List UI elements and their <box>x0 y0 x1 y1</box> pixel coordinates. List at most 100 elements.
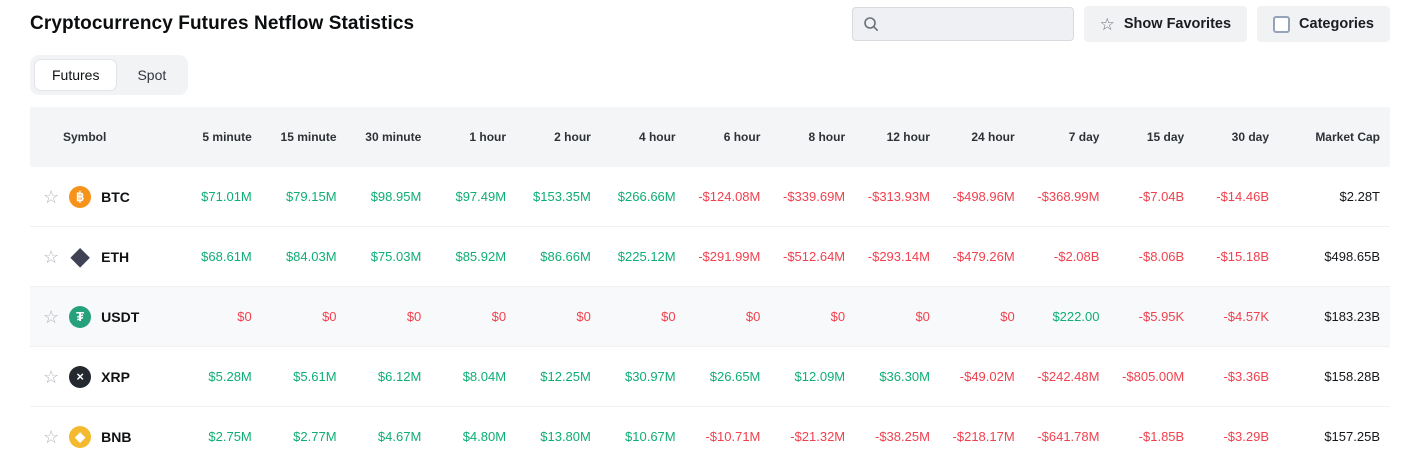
column-header[interactable]: 30 day <box>1231 130 1269 144</box>
topbar: Cryptocurrency Futures Netflow Statistic… <box>0 0 1412 42</box>
netflow-value: -$124.08M <box>698 189 761 204</box>
netflow-value: -$3.29B <box>1223 429 1269 444</box>
netflow-value: $0 <box>406 309 422 324</box>
netflow-value: $2.77M <box>293 429 337 444</box>
netflow-value: $8.04M <box>462 369 507 384</box>
symbol-label[interactable]: USDT <box>101 308 140 325</box>
symbol-cell: ☆ ฿ BTC <box>30 185 180 208</box>
netflow-value: $153.35M <box>533 189 591 204</box>
netflow-value: $266.66M <box>617 189 676 204</box>
column-header[interactable]: 2 hour <box>554 130 591 144</box>
netflow-value: $79.15M <box>285 189 337 204</box>
netflow-value: -$512.64M <box>782 249 846 264</box>
netflow-value: $0 <box>661 309 676 324</box>
table-row[interactable]: ☆ ◆ ETH $68.61M $84.03M $75.03M $85.92M $86.66M… <box>30 227 1390 287</box>
favorite-star-icon[interactable]: ☆ <box>43 426 60 447</box>
netflow-value: $86.66M <box>540 249 591 264</box>
netflow-value: $0 <box>1000 309 1015 324</box>
favorite-star-icon[interactable]: ☆ <box>43 366 60 387</box>
page-title: Cryptocurrency Futures Netflow Statistic… <box>30 13 415 34</box>
show-favorites-button[interactable]: ☆ Show Favorites <box>1083 6 1248 42</box>
symbol-label[interactable]: ETH <box>101 248 130 265</box>
favorites-star-icon: ☆ <box>1099 14 1115 34</box>
tab-spot[interactable]: Spot <box>119 59 184 91</box>
column-header[interactable]: 1 hour <box>469 130 507 144</box>
table-row[interactable]: ☆ ฿ BTC $71.01M $79.15M $98.95M $97.49M $153.35… <box>30 167 1390 227</box>
netflow-value: $10.67M <box>625 429 676 444</box>
favorite-star-icon[interactable]: ☆ <box>43 306 60 327</box>
search-input[interactable] <box>886 16 1063 32</box>
netflow-value: -$5.95K <box>1138 309 1185 324</box>
column-header[interactable]: 7 day <box>1068 130 1100 144</box>
column-header[interactable]: 24 hour <box>971 130 1015 144</box>
netflow-value: $75.03M <box>370 249 422 264</box>
netflow-value: $36.30M <box>879 369 930 384</box>
table-header-row: Symbol 5 minute 15 minute 30 minute 1 hour 2 … <box>30 107 1390 167</box>
favorite-star-icon[interactable]: ☆ <box>43 246 60 267</box>
column-header[interactable]: 15 minute <box>280 130 337 144</box>
netflow-value: $97.49M <box>455 189 507 204</box>
categories-label: Categories <box>1299 16 1374 32</box>
netflow-value: -$21.32M <box>790 429 846 444</box>
favorite-star-icon[interactable]: ☆ <box>43 186 60 207</box>
netflow-value: -$1.85B <box>1138 429 1185 444</box>
search-icon <box>863 17 878 31</box>
netflow-table: Symbol 5 minute 15 minute 30 minute 1 hour 2 … <box>30 107 1390 451</box>
netflow-value: $30.97M <box>625 369 676 384</box>
column-header[interactable]: 4 hour <box>638 130 676 144</box>
column-header[interactable]: 6 hour <box>723 130 761 144</box>
netflow-value: -$805.00M <box>1122 369 1185 384</box>
symbol-label[interactable]: BTC <box>101 188 130 205</box>
netflow-value: $222.00 <box>1052 309 1100 324</box>
netflow-value: $0 <box>576 309 591 324</box>
table-row[interactable]: ☆ × XRP $5.28M $5.61M $6.12M $8.04M $12.25M $30.… <box>30 347 1390 407</box>
tab-group: Futures Spot <box>30 55 189 95</box>
categories-button[interactable]: Categories <box>1257 6 1390 42</box>
column-header[interactable]: Market Cap <box>1315 130 1380 144</box>
netflow-value: $0 <box>830 309 846 324</box>
netflow-value: -$479.26M <box>952 249 1015 264</box>
netflow-value: $4.80M <box>462 429 507 444</box>
netflow-value: $225.12M <box>617 249 676 264</box>
netflow-value: -$7.04B <box>1138 189 1185 204</box>
netflow-value: $4.67M <box>377 429 422 444</box>
xrp-coin-icon: × <box>69 365 92 388</box>
search-box[interactable] <box>851 7 1074 41</box>
market-cap-value: $498.65B <box>1324 249 1380 264</box>
netflow-value: $84.03M <box>285 249 337 264</box>
bnb-coin-icon: ◆ <box>69 425 92 448</box>
netflow-value: -$498.96M <box>952 189 1015 204</box>
table-row[interactable]: ☆ ₮ USDT $0 $0 $0 $0 $0 $0 $0 $0 $0 $0 $222.00 -$5.95K… <box>30 287 1390 347</box>
column-header[interactable]: 30 minute <box>365 130 422 144</box>
column-header[interactable]: 5 minute <box>202 130 252 144</box>
column-header[interactable]: 12 hour <box>886 130 930 144</box>
table-row[interactable]: ☆ ◆ BNB $2.75M $2.77M $4.67M $4.80M $13.80M $10.… <box>30 407 1390 451</box>
market-cap-value: $158.28B <box>1324 369 1380 384</box>
netflow-value: -$14.46B <box>1216 189 1269 204</box>
symbol-label[interactable]: BNB <box>101 428 132 445</box>
netflow-value: -$641.78M <box>1037 429 1100 444</box>
netflow-value: $0 <box>745 309 761 324</box>
netflow-value: $71.01M <box>201 189 252 204</box>
tab-futures[interactable]: Futures <box>34 59 118 91</box>
eth-coin-icon: ◆ <box>70 242 90 270</box>
netflow-value: $13.80M <box>540 429 591 444</box>
netflow-value: -$368.99M <box>1037 189 1100 204</box>
netflow-value: $2.75M <box>208 429 252 444</box>
netflow-value: -$38.25M <box>875 429 930 444</box>
market-cap-value: $2.28T <box>1339 189 1380 204</box>
netflow-value: $0 <box>322 309 337 324</box>
column-header[interactable]: Symbol <box>63 130 107 144</box>
netflow-value: -$313.93M <box>867 189 930 204</box>
netflow-value: -$2.08B <box>1053 249 1100 264</box>
netflow-value: -$242.48M <box>1037 369 1100 384</box>
column-header[interactable]: 8 hour <box>808 130 846 144</box>
netflow-value: -$291.99M <box>698 249 761 264</box>
netflow-value: $26.65M <box>709 369 761 384</box>
column-header[interactable]: 15 day <box>1146 130 1185 144</box>
symbol-label[interactable]: XRP <box>101 368 130 385</box>
netflow-value: -$218.17M <box>952 429 1015 444</box>
categories-checkbox[interactable] <box>1273 15 1291 33</box>
usdt-coin-icon: ₮ <box>69 305 92 328</box>
netflow-value: -$3.36B <box>1223 369 1269 384</box>
